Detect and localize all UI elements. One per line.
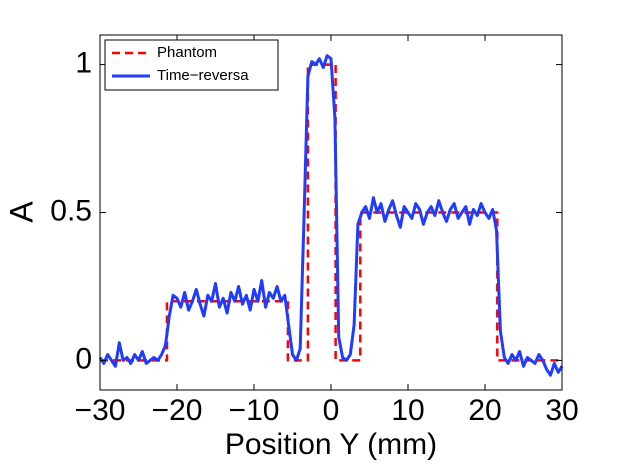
x-axis-label: Position Y (mm): [225, 428, 437, 461]
legend-label: Time−reversa: [157, 67, 249, 84]
x-tick-label: 20: [468, 394, 501, 427]
y-tick-label: 0.5: [50, 194, 92, 227]
legend-box: [104, 39, 279, 91]
x-tick-label: −30: [75, 394, 126, 427]
x-tick-label: −20: [152, 394, 203, 427]
x-tick-label: 30: [545, 394, 578, 427]
y-tick-label: 0: [75, 342, 92, 375]
x-tick-label: 10: [391, 394, 424, 427]
x-tick-label: −10: [229, 394, 280, 427]
legend-label: Phantom: [157, 44, 217, 61]
y-axis-label: A: [3, 201, 39, 223]
series-line: [98, 54, 564, 377]
y-tick-label: 1: [75, 47, 92, 80]
x-tick-label: 0: [323, 394, 340, 427]
